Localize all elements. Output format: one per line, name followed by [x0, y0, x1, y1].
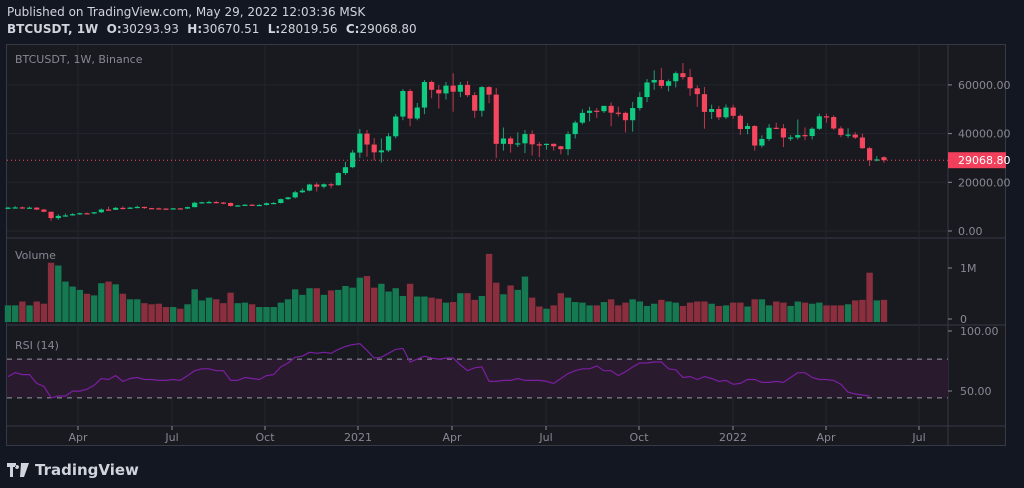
- rsi-pane-legend[interactable]: RSI (14): [15, 339, 59, 352]
- tradingview-logo-icon: [7, 463, 29, 477]
- svg-text:20000.00: 20000.00: [958, 176, 1011, 189]
- low-label: L:: [267, 22, 281, 36]
- svg-text:Apr: Apr: [816, 431, 836, 444]
- price-pane-legend[interactable]: BTCUSDT, 1W, Binance: [15, 53, 143, 66]
- volume-pane-legend[interactable]: Volume: [15, 249, 56, 262]
- last-price-label: 29068.80: [948, 152, 1011, 169]
- open-label: O:: [106, 22, 122, 36]
- high-value: 30670.51: [202, 22, 260, 36]
- ohlc-header: BTCUSDT, 1W O:30293.93 H:30670.51 L:2801…: [7, 22, 417, 36]
- svg-text:Jul: Jul: [911, 431, 925, 444]
- tradingview-logo-text: TradingView: [35, 461, 139, 479]
- svg-text:100.00: 100.00: [960, 325, 999, 338]
- high-label: H:: [187, 22, 203, 36]
- symbol-timeframe: BTCUSDT, 1W: [7, 22, 99, 36]
- svg-text:Apr: Apr: [442, 431, 462, 444]
- price-candles[interactable]: [5, 62, 887, 221]
- close-value: 29068.80: [359, 22, 417, 36]
- published-info: Published on TradingView.com, May 29, 20…: [7, 5, 366, 19]
- svg-text:Jul: Jul: [164, 431, 178, 444]
- volume-bars[interactable]: [4, 253, 888, 322]
- svg-text:2021: 2021: [344, 431, 372, 444]
- svg-text:0: 0: [960, 313, 967, 326]
- svg-text:Apr: Apr: [68, 431, 88, 444]
- svg-text:Oct: Oct: [255, 431, 275, 444]
- svg-text:1M: 1M: [960, 262, 977, 275]
- low-value: 28019.56: [280, 22, 338, 36]
- svg-text:Jul: Jul: [538, 431, 552, 444]
- svg-text:0.00: 0.00: [958, 225, 983, 238]
- svg-text:2022: 2022: [719, 431, 747, 444]
- svg-text:50.00: 50.00: [960, 385, 992, 398]
- close-label: C:: [345, 22, 360, 36]
- svg-text:40000.00: 40000.00: [958, 128, 1011, 141]
- rsi-band: [7, 358, 948, 399]
- axes: Apr Jul Oct 2021 Apr Jul Oct 2022 Apr Jul 60000.00…: [68, 79, 1010, 444]
- svg-text:60000.00: 60000.00: [958, 79, 1011, 92]
- svg-text:29068.80: 29068.80: [958, 154, 1011, 167]
- rsi-line[interactable]: [7, 342, 870, 399]
- open-value: 30293.93: [121, 22, 179, 36]
- svg-text:Oct: Oct: [629, 431, 649, 444]
- tradingview-logo[interactable]: TradingView: [7, 461, 139, 479]
